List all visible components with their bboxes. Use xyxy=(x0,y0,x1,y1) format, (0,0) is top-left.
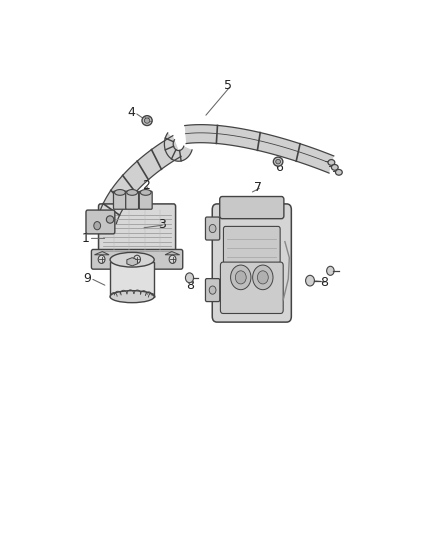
Ellipse shape xyxy=(142,116,152,125)
Ellipse shape xyxy=(127,190,138,195)
Ellipse shape xyxy=(114,190,125,195)
Ellipse shape xyxy=(110,253,154,267)
Text: 8: 8 xyxy=(321,276,328,289)
Circle shape xyxy=(134,255,141,263)
Text: 7: 7 xyxy=(254,181,262,193)
Ellipse shape xyxy=(110,290,154,303)
Ellipse shape xyxy=(106,216,114,223)
Circle shape xyxy=(327,266,334,276)
Circle shape xyxy=(185,273,194,282)
FancyBboxPatch shape xyxy=(220,197,284,219)
Ellipse shape xyxy=(273,157,283,166)
Ellipse shape xyxy=(328,159,335,165)
FancyBboxPatch shape xyxy=(223,227,280,263)
Polygon shape xyxy=(185,125,334,173)
Circle shape xyxy=(209,286,216,294)
Ellipse shape xyxy=(276,159,280,164)
Ellipse shape xyxy=(145,118,150,123)
FancyBboxPatch shape xyxy=(205,279,220,302)
FancyBboxPatch shape xyxy=(99,204,176,257)
FancyBboxPatch shape xyxy=(92,249,183,269)
Circle shape xyxy=(258,271,268,284)
FancyBboxPatch shape xyxy=(126,191,138,209)
Circle shape xyxy=(235,271,246,284)
Text: 1: 1 xyxy=(81,232,89,245)
FancyBboxPatch shape xyxy=(113,191,127,209)
Circle shape xyxy=(169,255,176,263)
Polygon shape xyxy=(164,133,192,161)
Text: 4: 4 xyxy=(127,106,135,119)
Text: 8: 8 xyxy=(187,279,194,292)
Text: 6: 6 xyxy=(275,161,283,174)
Circle shape xyxy=(253,265,273,290)
Circle shape xyxy=(98,255,105,263)
Ellipse shape xyxy=(332,165,338,170)
Text: 2: 2 xyxy=(142,179,150,191)
FancyBboxPatch shape xyxy=(139,191,152,209)
Ellipse shape xyxy=(140,190,151,195)
Polygon shape xyxy=(95,252,109,255)
Text: 9: 9 xyxy=(83,272,91,285)
Circle shape xyxy=(306,276,314,286)
Circle shape xyxy=(94,222,101,230)
Ellipse shape xyxy=(336,169,342,175)
Text: 3: 3 xyxy=(158,219,166,231)
Polygon shape xyxy=(110,262,154,297)
FancyBboxPatch shape xyxy=(220,262,283,313)
Polygon shape xyxy=(127,257,138,266)
Polygon shape xyxy=(165,252,180,255)
Polygon shape xyxy=(99,136,181,224)
Text: 5: 5 xyxy=(224,79,232,92)
Circle shape xyxy=(230,265,251,290)
FancyBboxPatch shape xyxy=(86,210,115,234)
FancyBboxPatch shape xyxy=(205,217,220,240)
FancyBboxPatch shape xyxy=(212,204,291,322)
Circle shape xyxy=(209,224,216,232)
